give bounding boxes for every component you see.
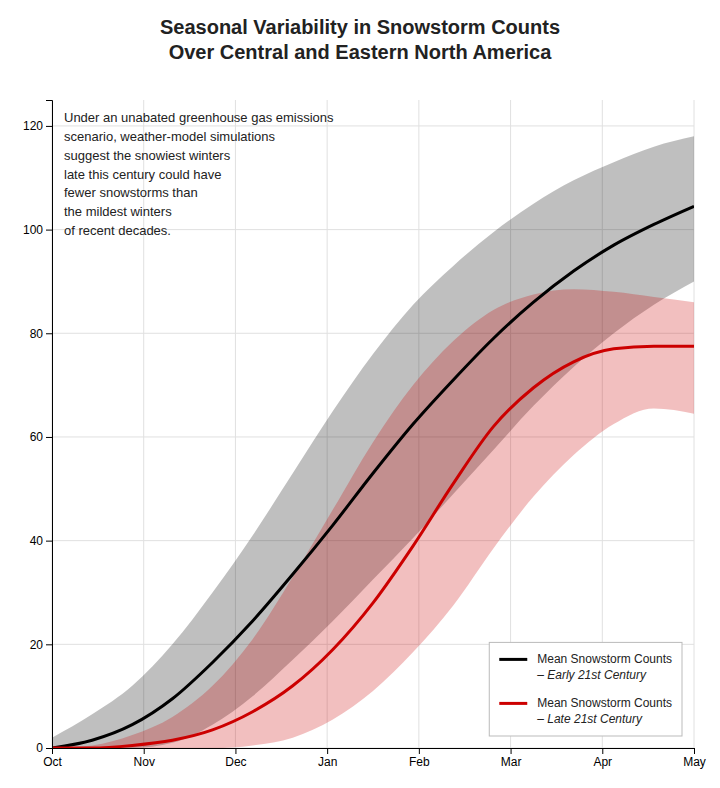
band — [52, 289, 694, 748]
annotation-line: late this century could have — [64, 167, 222, 182]
tick-label: 120 — [23, 119, 43, 133]
tick-label: Dec — [225, 755, 246, 769]
legend-swatch — [499, 702, 527, 705]
tick-mark — [46, 230, 52, 231]
data-area — [52, 136, 694, 748]
tick: 40 — [30, 534, 52, 548]
tick-label: 0 — [36, 741, 43, 755]
annotation-line: suggest the snowiest winters — [64, 148, 231, 163]
annotation-line: the mildest winters — [64, 204, 172, 219]
line — [52, 206, 694, 748]
tick: Dec — [225, 748, 246, 769]
axis-line — [46, 101, 53, 749]
tick-mark — [46, 541, 52, 542]
tick-label: Nov — [134, 755, 155, 769]
band — [52, 136, 694, 748]
tick-label: 80 — [30, 327, 44, 341]
tick-label: 40 — [30, 534, 44, 548]
tick-label: May — [683, 755, 706, 769]
tick-mark — [511, 748, 512, 754]
tick-label: Mar — [501, 755, 522, 769]
tick: 60 — [30, 430, 52, 444]
grid-line — [52, 125, 694, 126]
tick: Apr — [593, 748, 612, 769]
legend-label-line: Mean Snowstorm Counts — [537, 696, 672, 710]
legend-box — [489, 642, 682, 736]
annotation: Under an unabated greenhouse gas emissio… — [64, 110, 334, 238]
tick-label: Jan — [318, 755, 337, 769]
legend-swatch — [499, 658, 527, 661]
tick-mark — [46, 644, 52, 645]
title-line: Over Central and Eastern North America — [169, 41, 553, 63]
tick-mark — [419, 748, 420, 754]
grid — [52, 100, 694, 748]
tick-mark — [46, 333, 52, 334]
tick: 0 — [36, 741, 52, 755]
tick: 100 — [23, 223, 52, 237]
tick: Oct — [43, 748, 62, 769]
x-axis: Oct Nov Dec Jan Feb Mar Apr May — [43, 748, 706, 769]
legend-label-line: Mean Snowstorm Counts — [537, 652, 672, 666]
annotation-line: scenario, weather-model simulations — [64, 129, 275, 144]
tick: 120 — [23, 119, 52, 133]
tick-label: 100 — [23, 223, 43, 237]
tick-label: Feb — [409, 755, 430, 769]
tick-mark — [46, 748, 52, 749]
tick: May — [683, 748, 706, 769]
tick-mark — [46, 437, 52, 438]
tick: 20 — [30, 638, 52, 652]
plot: Oct Nov Dec Jan Feb Mar Apr May 0 20 40 60 80 100 120 U… — [23, 100, 706, 769]
annotation-line: fewer snowstorms than — [64, 185, 198, 200]
tick-mark — [602, 748, 603, 754]
tick: Mar — [501, 748, 522, 769]
legend-entry: Mean Snowstorm Counts – Early 21st Centur… — [499, 652, 672, 682]
legend-label-line: – Early 21st Century — [536, 668, 647, 682]
tick-mark — [327, 748, 328, 754]
tick-label: Oct — [43, 755, 62, 769]
annotation-line: of recent decades. — [64, 223, 171, 238]
legend-label-line: – Late 21st Century — [536, 712, 643, 726]
axis-line — [53, 749, 695, 755]
title: Seasonal Variability in Snowstorm Counts… — [160, 16, 560, 63]
tick: Feb — [409, 748, 430, 769]
tick: Nov — [134, 748, 155, 769]
chart: Seasonal Variability in Snowstorm Counts… — [0, 0, 720, 788]
line — [52, 346, 694, 748]
legend-label: Mean Snowstorm Counts – Late 21st Century — [536, 696, 672, 726]
y-axis: 0 20 40 60 80 100 120 — [23, 101, 53, 756]
annotation-line: Under an unabated greenhouse gas emissio… — [64, 110, 334, 125]
legend-label: Mean Snowstorm Counts – Early 21st Centur… — [536, 652, 672, 682]
legend-entry: Mean Snowstorm Counts – Late 21st Century — [499, 696, 672, 726]
tick-label: 20 — [30, 638, 44, 652]
tick-label: 60 — [30, 430, 44, 444]
legend: Mean Snowstorm Counts – Early 21st Centur… — [489, 642, 682, 736]
tick: 80 — [30, 327, 52, 341]
tick-mark — [144, 748, 145, 754]
tick-mark — [235, 748, 236, 754]
tick-mark — [694, 748, 695, 754]
tick-mark — [46, 126, 52, 127]
tick-label: Apr — [593, 755, 612, 769]
title-line: Seasonal Variability in Snowstorm Counts — [160, 16, 560, 38]
tick: Jan — [318, 748, 337, 769]
